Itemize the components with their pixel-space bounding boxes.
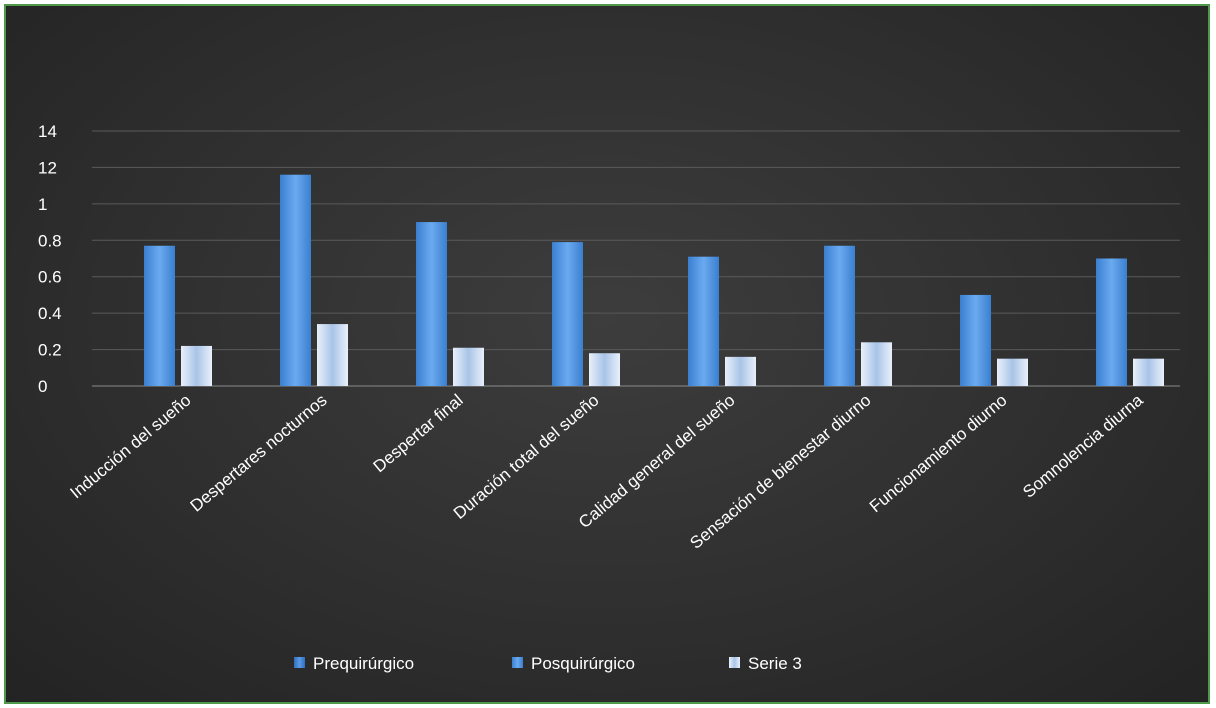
- bar-serie-3: [725, 356, 756, 386]
- bar-serie-3: [589, 353, 620, 386]
- y-tick-label: 14: [38, 122, 57, 141]
- bar-posquirúrgico: [960, 294, 991, 386]
- legend-swatch: [729, 657, 740, 668]
- x-category-label: Duración total del sueño: [450, 391, 603, 523]
- y-tick-label: 0.4: [38, 304, 62, 323]
- x-category-label: Somnolencia diurna: [1019, 390, 1147, 501]
- bar-posquirúrgico: [280, 174, 311, 386]
- x-category-label: Funcionamiento diurno: [866, 391, 1011, 517]
- bar-posquirúrgico: [1096, 258, 1127, 386]
- y-tick-label: 1: [38, 195, 47, 214]
- legend-label: Posquirúrgico: [531, 654, 635, 673]
- bar-serie-3: [1133, 358, 1164, 386]
- y-axis-tick-labels: 0 0.2 0.4 0.6 0.8 1 12 14: [38, 122, 62, 396]
- y-tick-label: 0: [38, 377, 47, 396]
- x-category-label: Calidad general del sueño: [575, 391, 739, 533]
- bar-posquirúrgico: [416, 222, 447, 386]
- y-tick-label: 0.6: [38, 268, 62, 287]
- x-category-label: Inducción del sueño: [67, 391, 195, 503]
- bar-serie-3: [181, 345, 212, 386]
- legend: Prequirúrgico Posquirúrgico Serie 3: [294, 654, 802, 673]
- legend-swatch: [294, 657, 305, 668]
- bar-posquirúrgico: [144, 245, 175, 386]
- bar-serie-3: [997, 358, 1028, 386]
- bar-posquirúrgico: [824, 245, 855, 386]
- bar-serie-3: [861, 342, 892, 386]
- legend-swatch: [512, 657, 523, 668]
- legend-label: Serie 3: [748, 654, 802, 673]
- bar-serie-3: [317, 324, 348, 386]
- x-category-label: Despertares nocturnos: [187, 391, 331, 516]
- y-tick-label: 0.8: [38, 231, 62, 250]
- bars: [144, 174, 1164, 386]
- y-tick-label: 12: [38, 158, 57, 177]
- bar-serie-3: [453, 347, 484, 386]
- legend-label: Prequirúrgico: [313, 654, 414, 673]
- x-category-label: Despertar final: [370, 391, 467, 477]
- grid-lines: [92, 130, 1180, 387]
- bar-posquirúrgico: [552, 242, 583, 386]
- bar-posquirúrgico: [688, 256, 719, 386]
- y-tick-label: 0.2: [38, 341, 62, 360]
